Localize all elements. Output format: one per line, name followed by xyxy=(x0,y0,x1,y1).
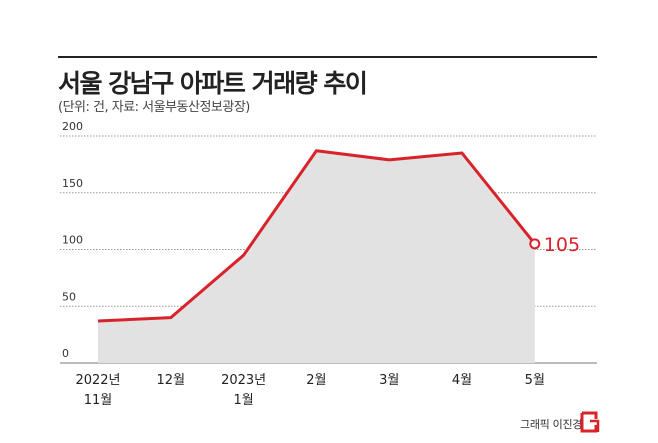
x-tick-label-2-1: 1월 xyxy=(233,393,253,408)
highlight-marker xyxy=(529,238,541,250)
y-tick-label-0: 0 xyxy=(62,347,69,360)
chart-subtitle: (단위: 건, 자료: 서울부동산정보광장) xyxy=(58,100,250,115)
x-tick-label-5-0: 4월 xyxy=(452,373,472,388)
publisher-logo-icon xyxy=(580,411,600,433)
x-tick-label-3-0: 2월 xyxy=(306,373,326,388)
data-label-layer: 105 xyxy=(529,234,580,256)
y-tick-label-50: 50 xyxy=(62,290,76,303)
area-fill xyxy=(98,150,535,363)
y-tick-label-200: 200 xyxy=(62,120,83,133)
y-tick-labels: 0 50 100 150 200 xyxy=(62,120,83,360)
area-layer xyxy=(98,150,535,363)
x-tick-label-1-0: 12월 xyxy=(157,373,186,388)
x-tick-label-0-0: 2022년 xyxy=(75,373,120,388)
y-tick-label-100: 100 xyxy=(62,234,83,247)
top-rule xyxy=(58,56,597,58)
x-tick-label-6-0: 5월 xyxy=(525,373,545,388)
graphic-credit: 그래픽 이진경 xyxy=(520,418,583,431)
x-tick-label-2-0: 2023년 xyxy=(221,373,266,388)
y-tick-label-150: 150 xyxy=(62,177,83,190)
line-layer xyxy=(97,149,536,323)
highlight-value-label: 105 xyxy=(544,234,580,256)
x-tick-labels: 2022년 11월 12월 2023년 1월 2월 3월 4월 5월 xyxy=(75,373,544,408)
series-line xyxy=(97,149,536,323)
chart-title: 서울 강남구 아파트 거래량 추이 xyxy=(58,69,368,98)
x-tick-label-0-1: 11월 xyxy=(84,393,113,408)
x-tick-label-4-0: 3월 xyxy=(379,373,399,388)
